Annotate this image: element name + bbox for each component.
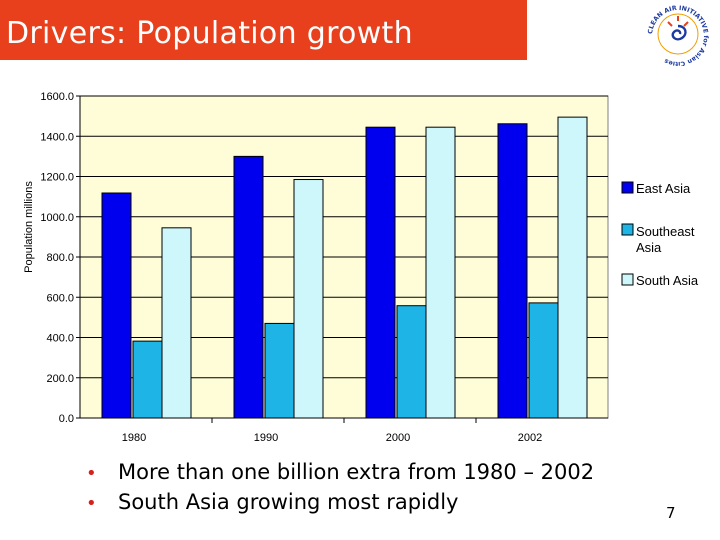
slide-title: Drivers: Population growth xyxy=(6,16,413,51)
legend-swatch xyxy=(621,223,634,236)
x-tick-label: 2000 xyxy=(386,432,410,444)
bar-east-asia xyxy=(233,155,264,419)
y-tick-label: 800.0 xyxy=(46,252,74,264)
legend-swatch xyxy=(621,273,634,286)
legend-label: South Asia xyxy=(636,273,699,288)
bullet-text: More than one billion extra from 1980 – … xyxy=(118,460,595,484)
x-tick-label: 1980 xyxy=(122,432,146,444)
bar-southeast-asia xyxy=(528,302,559,419)
y-tick-label: 1200.0 xyxy=(40,172,74,184)
legend-label: Southeast Asia xyxy=(636,224,695,255)
bar-southeast-asia xyxy=(132,340,163,419)
bullet-text: South Asia growing most rapidly xyxy=(118,490,459,514)
clean-air-initiative-logo: CLEAN AIR INITIATIVE for Asian Cities xyxy=(647,5,709,66)
y-tick-label: 1400.0 xyxy=(40,131,74,143)
bar-east-asia xyxy=(497,123,528,419)
y-axis-label: Population millions xyxy=(23,181,35,273)
bullet-item: • More than one billion extra from 1980 –… xyxy=(86,458,594,488)
x-tick-label: 2002 xyxy=(518,432,542,444)
bar-south-asia xyxy=(557,116,588,419)
bar-east-asia xyxy=(365,126,396,419)
y-tick-label: 0.0 xyxy=(59,413,74,425)
bar-southeast-asia xyxy=(264,322,295,419)
bar-east-asia xyxy=(101,192,132,419)
y-tick-label: 600.0 xyxy=(46,292,74,304)
bullet-list: • More than one billion extra from 1980 –… xyxy=(86,458,594,518)
bar-south-asia xyxy=(161,227,192,419)
population-bar-chart: 0.0 200.0 400.0 600.0 800.0 1000.0 1200.0 1400.… xyxy=(23,91,699,444)
legend-swatch xyxy=(621,181,634,194)
page-number: 7 xyxy=(666,504,676,522)
x-tick-label: 1990 xyxy=(254,432,278,444)
bar-southeast-asia xyxy=(396,305,427,419)
y-tick-label: 200.0 xyxy=(46,373,74,385)
bar-south-asia xyxy=(293,179,324,419)
title-bar: Drivers: Population growth xyxy=(0,0,527,60)
bar-south-asia xyxy=(425,126,456,419)
legend-label: East Asia xyxy=(636,181,691,196)
y-tick-label: 1000.0 xyxy=(40,212,74,224)
y-tick-label: 1600.0 xyxy=(40,91,74,103)
bullet-item: • South Asia growing most rapidly xyxy=(86,488,594,518)
y-tick-label: 400.0 xyxy=(46,333,74,345)
bullet-dot: • xyxy=(86,493,97,514)
bullet-dot: • xyxy=(86,463,97,484)
